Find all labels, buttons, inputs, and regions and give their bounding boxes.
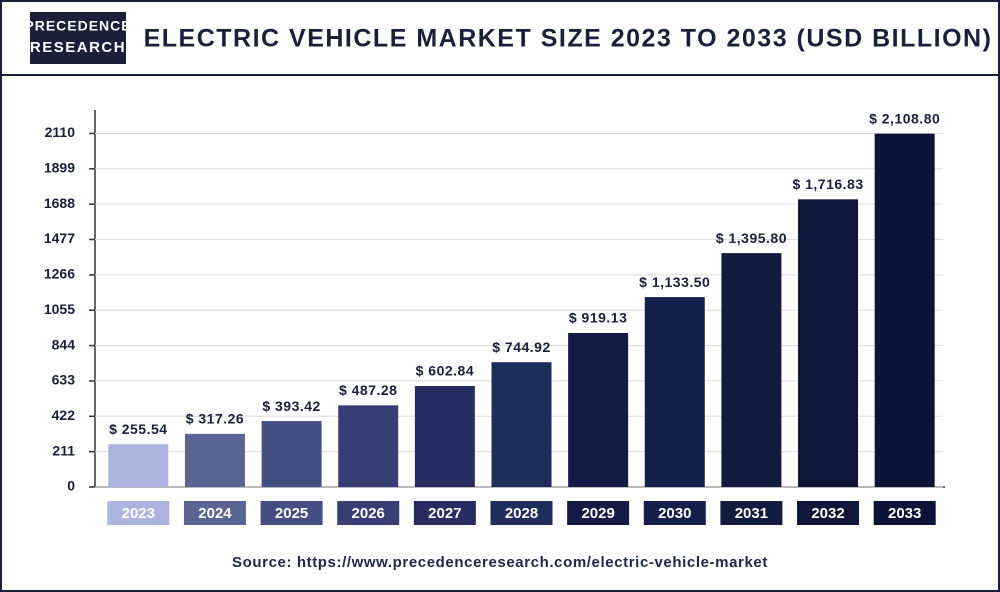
category-box <box>183 501 246 525</box>
category-box <box>873 501 936 525</box>
x-tick-label: 2024 <box>198 505 232 522</box>
bar <box>414 385 475 487</box>
logo-line: PRECEDENCE <box>24 18 131 34</box>
logo-box <box>30 12 126 64</box>
y-tick-label: 633 <box>52 372 76 388</box>
y-tick-label: 1899 <box>44 160 75 176</box>
category-box <box>567 501 630 525</box>
category-box <box>490 501 553 525</box>
value-label: $ 2,108.80 <box>869 110 940 126</box>
value-label: $ 393.42 <box>262 398 321 414</box>
category-box <box>797 501 860 525</box>
x-tick-label: 2027 <box>428 505 461 522</box>
x-tick-label: 2029 <box>581 505 614 522</box>
category-box <box>260 501 323 525</box>
logo-line: RESEARCH <box>30 39 126 56</box>
bar <box>874 133 935 487</box>
bar <box>338 405 399 487</box>
value-label: $ 1,133.50 <box>639 274 710 290</box>
x-tick-label: 2028 <box>505 505 538 522</box>
value-label: $ 487.28 <box>339 382 398 398</box>
value-label: $ 255.54 <box>109 421 168 437</box>
y-tick-label: 422 <box>52 407 76 423</box>
value-label: $ 317.26 <box>186 411 245 427</box>
category-box <box>643 501 706 525</box>
category-box <box>720 501 783 525</box>
source: Source: https://www.precedenceresearch.c… <box>232 554 768 571</box>
x-tick-label: 2031 <box>735 505 768 522</box>
bar <box>568 332 629 487</box>
value-label: $ 602.84 <box>416 363 475 379</box>
y-tick-label: 2110 <box>45 124 76 140</box>
x-tick-label: 2023 <box>122 505 155 522</box>
y-tick-label: 1055 <box>44 301 75 317</box>
bar <box>184 433 245 487</box>
value-label: $ 744.92 <box>492 339 551 355</box>
category-box <box>413 501 476 525</box>
bar <box>721 253 782 487</box>
bar <box>261 421 322 487</box>
x-tick-label: 2026 <box>352 505 385 522</box>
y-tick-label: 844 <box>52 336 76 352</box>
value-label: $ 1,395.80 <box>716 230 787 246</box>
x-tick-label: 2033 <box>888 505 921 522</box>
x-tick-label: 2030 <box>658 505 691 522</box>
category-box <box>337 501 400 525</box>
value-label: $ 919.13 <box>569 310 628 326</box>
y-tick-label: 0 <box>67 478 75 494</box>
value-label: $ 1,716.83 <box>792 176 863 192</box>
bar <box>108 444 169 487</box>
bar <box>491 362 552 487</box>
bar <box>798 199 859 487</box>
x-tick-label: 2025 <box>275 505 308 522</box>
y-tick-label: 1688 <box>44 195 75 211</box>
y-tick-label: 1266 <box>44 266 75 282</box>
y-tick-label: 1477 <box>44 230 75 246</box>
category-box <box>107 501 170 525</box>
y-tick-label: 211 <box>52 442 75 458</box>
x-tick-label: 2032 <box>811 505 844 522</box>
chart-title: ELECTRIC VEHICLE MARKET SIZE 2023 TO 203… <box>144 25 993 53</box>
bar <box>644 297 705 487</box>
